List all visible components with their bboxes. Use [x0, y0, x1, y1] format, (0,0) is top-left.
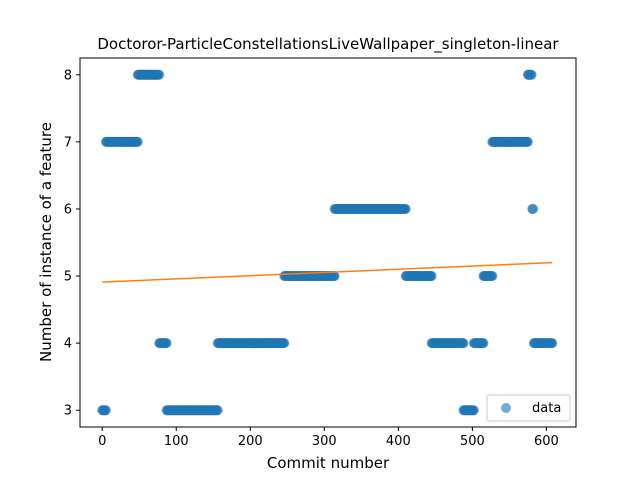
data-point: [523, 137, 533, 147]
data-point: [469, 405, 479, 415]
data-point: [154, 70, 164, 80]
y-axis: 3 4 5 6 7 8: [64, 68, 80, 418]
data-point: [478, 338, 488, 348]
x-tick-label: 100: [164, 434, 189, 449]
data-point: [458, 338, 468, 348]
data-point: [547, 338, 557, 348]
data-point: [213, 405, 223, 415]
x-tick-label: 200: [238, 434, 263, 449]
y-axis-label: Number of instance of a feature: [37, 122, 55, 362]
data-point: [527, 70, 537, 80]
chart-title: Doctoror-ParticleConstellationsLiveWallp…: [97, 35, 559, 54]
data-point: [133, 137, 143, 147]
data-point: [162, 338, 172, 348]
legend-label-data: data: [532, 401, 561, 416]
y-tick-label: 7: [64, 135, 72, 150]
x-axis-label: Commit number: [267, 454, 390, 472]
data-point: [487, 271, 497, 281]
y-tick-label: 6: [64, 202, 72, 217]
legend-marker-data: [501, 403, 511, 413]
data-point: [427, 271, 437, 281]
y-tick-label: 5: [64, 270, 72, 285]
y-tick-label: 8: [64, 68, 72, 83]
x-axis: 0 100 200 300 400 500 600: [98, 427, 559, 449]
data-point: [401, 204, 411, 214]
x-tick-label: 300: [312, 434, 337, 449]
y-tick-label: 3: [64, 404, 72, 419]
x-tick-label: 600: [534, 434, 559, 449]
x-tick-label: 400: [386, 434, 411, 449]
plot-frame: [80, 58, 576, 427]
data-point: [279, 338, 289, 348]
data-point: [101, 405, 111, 415]
x-tick-label: 0: [98, 434, 106, 449]
x-tick-label: 500: [460, 434, 485, 449]
legend: data: [487, 395, 570, 421]
plot-area: [97, 70, 557, 415]
data-point: [528, 204, 538, 214]
y-tick-label: 4: [64, 337, 72, 352]
